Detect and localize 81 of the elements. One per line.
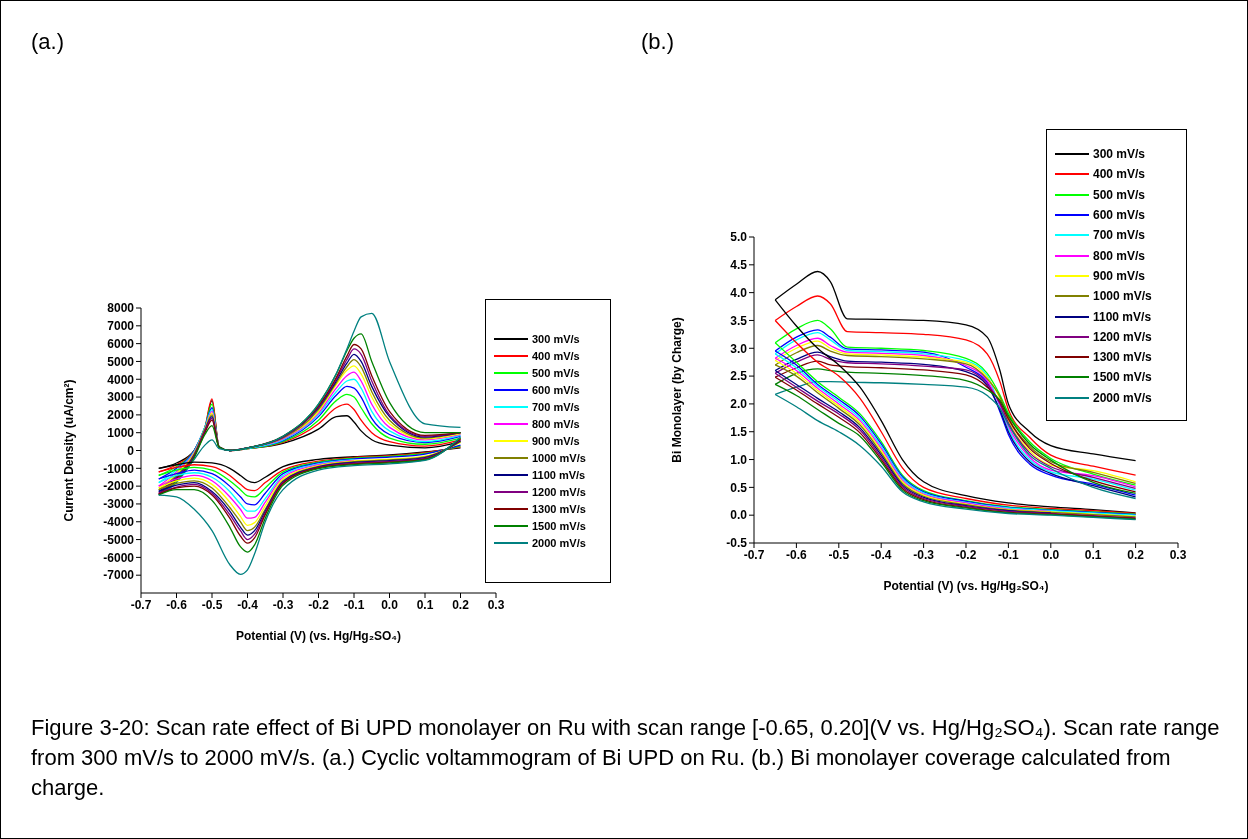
legend-label: 2000 mV/s: [1093, 390, 1152, 405]
legend-label: 500 mV/s: [532, 366, 580, 379]
x-tick-label: 0.3: [487, 597, 505, 612]
chart-title: (b.): [641, 29, 674, 55]
legend-label: 1200 mV/s: [532, 485, 586, 498]
y-tick-label: 2000: [107, 408, 135, 423]
legend-label: 900 mV/s: [1093, 268, 1146, 283]
x-tick-label: -0.5: [201, 597, 223, 612]
legend-label: 2000 mV/s: [532, 536, 586, 549]
legend-label: 1500 mV/s: [532, 519, 586, 532]
y-tick-label: 5000: [107, 354, 135, 369]
x-tick-label: -0.7: [130, 597, 152, 612]
y-tick-label: 3000: [107, 390, 135, 405]
y-tick-label: 0: [127, 443, 135, 458]
y-tick-label: -7000: [103, 568, 135, 583]
legend-label: 1000 mV/s: [1093, 289, 1152, 304]
y-tick-label: 2.5: [730, 369, 748, 384]
x-tick-label: -0.6: [166, 597, 188, 612]
y-axis-title: Current Density (uA/cm²): [62, 379, 77, 522]
y-tick-label: 3.0: [730, 341, 748, 356]
x-tick-label: -0.3: [272, 597, 294, 612]
x-tick-label: 0.1: [1084, 547, 1102, 562]
legend-label: 1500 mV/s: [1093, 370, 1152, 385]
x-tick-label: -0.1: [998, 547, 1020, 562]
y-tick-label: 4.0: [730, 285, 748, 300]
y-axis-title: Bi Monolayer (by Charge): [670, 317, 685, 463]
y-tick-label: 4000: [107, 372, 135, 387]
y-tick-label: -1000: [103, 461, 135, 476]
x-tick-label: -0.2: [308, 597, 330, 612]
y-tick-label: 4.5: [730, 258, 748, 273]
x-tick-label: 0.2: [1127, 547, 1145, 562]
y-tick-label: 5.0: [730, 230, 748, 245]
y-tick-label: -2000: [103, 479, 135, 494]
x-tick-label: -0.1: [343, 597, 365, 612]
legend-label: 400 mV/s: [532, 349, 580, 362]
x-tick-label: -0.6: [786, 547, 808, 562]
x-tick-label: 0.3: [1169, 547, 1187, 562]
y-tick-label: 0.0: [730, 508, 748, 523]
legend-label: 600 mV/s: [1093, 208, 1146, 223]
legend-label: 500 mV/s: [1093, 187, 1146, 202]
y-tick-label: -4000: [103, 515, 135, 530]
x-tick-label: 0.0: [381, 597, 399, 612]
x-tick-label: -0.5: [828, 547, 850, 562]
y-tick-label: 0.5: [730, 480, 748, 495]
legend-label: 1300 mV/s: [532, 502, 586, 515]
x-tick-label: 0.1: [416, 597, 434, 612]
x-tick-label: 0.0: [1042, 547, 1060, 562]
legend-label: 1300 mV/s: [1093, 350, 1152, 365]
legend-label: 300 mV/s: [532, 332, 580, 345]
legend-label: 900 mV/s: [532, 434, 580, 447]
x-tick-label: -0.4: [870, 547, 892, 562]
legend-label: 800 mV/s: [532, 417, 580, 430]
legend-label: 1100 mV/s: [532, 468, 586, 481]
legend-label: 600 mV/s: [532, 383, 580, 396]
legend-label: 400 mV/s: [1093, 167, 1146, 182]
legend-label: 1100 mV/s: [1093, 309, 1152, 324]
y-tick-label: 1.5: [730, 424, 748, 439]
y-tick-label: -5000: [103, 532, 135, 547]
y-tick-label: 1.0: [730, 452, 748, 467]
y-tick-label: 6000: [107, 336, 135, 351]
x-axis-title: Potential (V) (vs. Hg/Hg₂SO₄): [235, 628, 402, 643]
y-tick-label: -3000: [103, 497, 135, 512]
x-tick-label: 0.2: [452, 597, 470, 612]
legend-label: 300 mV/s: [1093, 147, 1146, 162]
x-tick-label: -0.3: [913, 547, 935, 562]
y-tick-label: 1000: [107, 425, 135, 440]
legend-label: 800 mV/s: [1093, 248, 1146, 263]
legend-label: 1000 mV/s: [532, 451, 586, 464]
x-axis-title: Potential (V) (vs. Hg/Hg₂SO₄): [883, 578, 1049, 593]
y-tick-label: 7000: [107, 319, 135, 334]
y-tick-label: 8000: [107, 301, 135, 316]
legend-label: 1200 mV/s: [1093, 329, 1152, 344]
y-tick-label: -6000: [103, 550, 135, 565]
x-tick-label: -0.4: [237, 597, 259, 612]
y-tick-label: 2.0: [730, 397, 748, 412]
legend-label: 700 mV/s: [1093, 228, 1146, 243]
chart-title: (a.): [31, 29, 64, 55]
y-tick-label: 3.5: [730, 313, 748, 328]
caption: Figure 3-20: Scan rate effect of Bi UPD monolayer on Ru with scan range [-0.65, 0.20](V vs. Hg/Hg₂SO₄). Scan rate range from 300 mV/s to 2000 mV/s. (a.) Cyclic voltammogram of Bi UPD on Ru. (b.) Bi monolayer coverage calculated from charge.: [31, 714, 1221, 802]
legend-label: 700 mV/s: [532, 400, 580, 413]
x-tick-label: -0.2: [955, 547, 977, 562]
